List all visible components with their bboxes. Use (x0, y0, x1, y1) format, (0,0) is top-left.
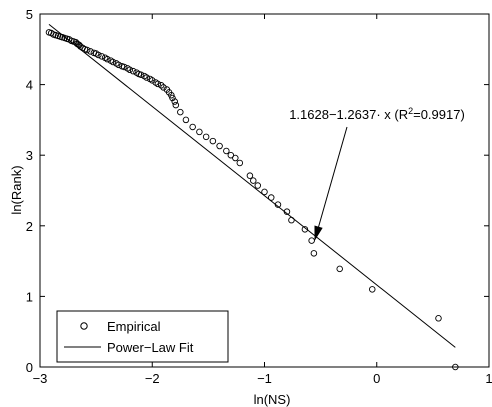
empirical-point (267, 194, 275, 201)
legend-label-power-law-fit: Power−Law Fit (107, 340, 194, 355)
x-tick-label: 0 (373, 371, 380, 386)
y-tick-label: 2 (26, 219, 33, 234)
empirical-point (336, 265, 343, 273)
empirical-point (137, 71, 145, 78)
fit-equation-annotation: 1.1628−1.2637· x (R2=0.9917) (289, 106, 465, 122)
y-tick-label: 1 (26, 289, 33, 304)
legend-box (56, 310, 229, 363)
empirical-point (182, 116, 190, 124)
empirical-point (168, 91, 175, 99)
empirical-point (104, 55, 111, 63)
empirical-point (283, 208, 291, 215)
x-tick-label: −1 (257, 371, 272, 386)
empirical-point (261, 188, 268, 196)
x-tick-label: −3 (33, 371, 48, 386)
x-axis-label: ln(NS) (254, 392, 291, 407)
empirical-point (435, 315, 442, 322)
empirical-point (310, 250, 318, 257)
empirical-point (143, 74, 150, 81)
empirical-point (227, 151, 235, 159)
empirical-point (301, 226, 309, 233)
annotation-arrow-shaft (314, 126, 348, 240)
legend-label-empirical: Empirical (107, 319, 161, 334)
empirical-point (109, 58, 117, 66)
empirical-point (246, 172, 254, 179)
empirical-point (216, 142, 223, 150)
empirical-point (369, 286, 376, 293)
empirical-point (202, 133, 210, 141)
empirical-point (120, 63, 128, 71)
empirical-point (74, 41, 82, 48)
empirical-point (308, 237, 315, 244)
plot-frame (39, 13, 490, 368)
y-tick-label: 4 (26, 78, 33, 93)
empirical-point (169, 94, 176, 102)
empirical-point (154, 80, 162, 88)
empirical-point (126, 66, 134, 74)
x-tick-label: 1 (485, 371, 492, 386)
empirical-point (452, 363, 459, 371)
empirical-point (254, 182, 262, 189)
fit-line-layer (48, 24, 456, 348)
empirical-point (223, 147, 230, 155)
empirical-point (189, 123, 196, 131)
empirical-point (236, 159, 244, 167)
empirical-point (148, 77, 156, 84)
empirical-point (83, 46, 91, 54)
empirical-point (98, 53, 105, 60)
y-axis-label: ln(Rank) (9, 165, 24, 214)
x-tick-label: −2 (145, 371, 160, 386)
empirical-point (171, 98, 178, 105)
annotation-arrow-head (314, 225, 323, 241)
legend-marker-empirical (80, 322, 88, 330)
y-tick-label: 0 (26, 360, 33, 375)
empirical-point (209, 137, 217, 145)
power-law-fit-line (48, 24, 456, 348)
y-tick-label: 3 (26, 148, 33, 163)
y-tick-label: 5 (26, 7, 33, 22)
empirical-point (160, 84, 167, 91)
empirical-point (87, 48, 94, 55)
empirical-point (177, 108, 184, 116)
empirical-point (115, 61, 122, 69)
empirical-point (196, 128, 203, 136)
empirical-point (129, 67, 137, 75)
empirical-point (274, 201, 282, 208)
empirical-point (288, 216, 295, 224)
empirical-point (250, 177, 257, 184)
legend: Empirical Power−Law Fit (56, 310, 229, 363)
empirical-point (232, 154, 239, 162)
annotation-layer: 1.1628−1.2637· x (R2=0.9917) (289, 106, 465, 241)
empirical-point (172, 101, 180, 109)
empirical-point (95, 51, 102, 59)
ticks-layer: −3 −2 −1 0 1 0 1 2 3 4 5 (26, 7, 492, 386)
scatter-points-layer (45, 29, 459, 371)
empirical-point (157, 82, 165, 89)
plot-area (39, 13, 490, 368)
